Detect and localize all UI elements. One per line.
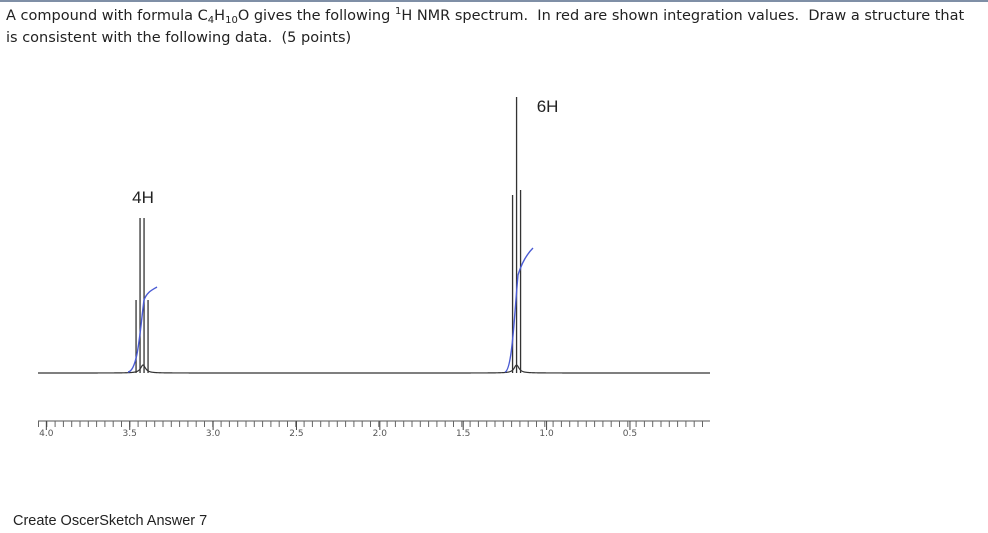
x-tick-label: 1.5 [456, 429, 470, 439]
x-tick-label: 0.5 [623, 429, 637, 439]
superscript: 1 [394, 6, 402, 17]
integration-curve [504, 247, 534, 373]
x-tick-label: 3.5 [123, 429, 137, 439]
x-tick-label: 3.0 [206, 429, 221, 439]
question-text: A compound with formula C [6, 8, 208, 24]
sketch-link[interactable]: Create OscerSketch Answer 7 [13, 513, 208, 529]
top-border [0, 0, 988, 2]
x-tick-label: 2.0 [373, 429, 388, 439]
question-text: O gives the following [237, 8, 395, 24]
integration-curve [127, 286, 158, 373]
integration-label: 6H [537, 97, 559, 116]
subscript: 4 [207, 15, 215, 26]
x-tick-label: 2.5 [289, 429, 303, 439]
question-text: H [214, 8, 226, 24]
subscript: 10 [225, 15, 238, 26]
spectrum-trace [38, 364, 710, 374]
x-tick-label: 1.0 [539, 429, 554, 439]
question-text: H NMR spectrum. In red are shown integra… [6, 8, 969, 46]
x-tick-label: 4.0 [39, 429, 54, 439]
question: A compound with formula C4H10O gives the… [6, 5, 966, 49]
integration-label: 4H [132, 188, 154, 207]
nmr-spectrum: 4.0 3.5 3.0 2.5 2.0 1.5 1.0 0.5 4H 6H [38, 97, 710, 439]
